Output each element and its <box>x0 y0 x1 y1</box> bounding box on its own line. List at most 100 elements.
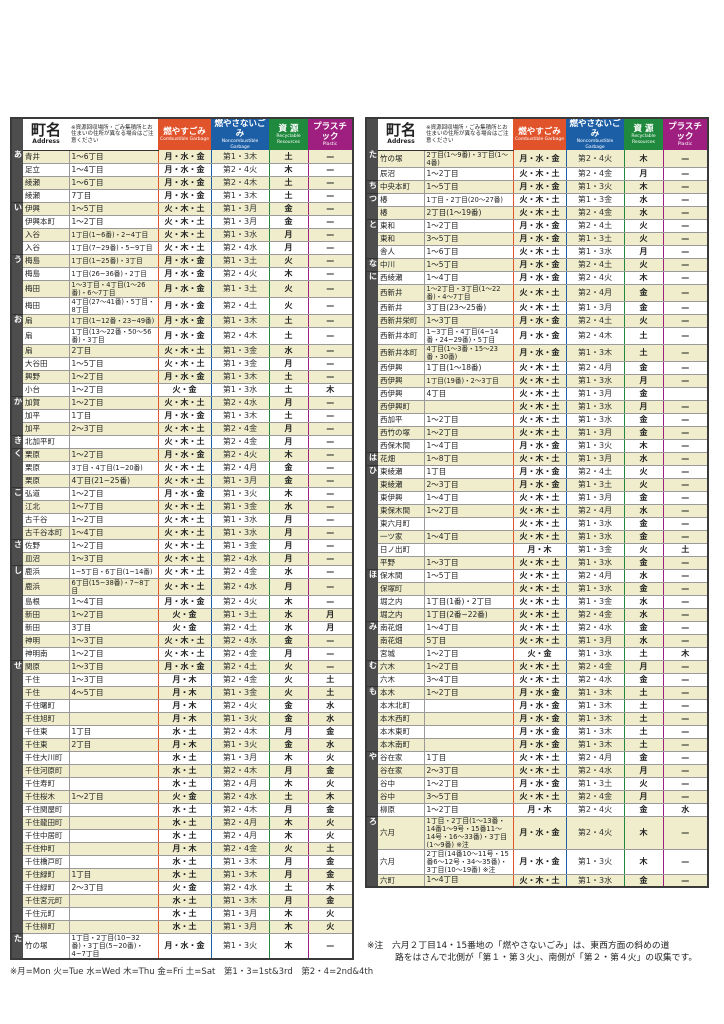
address-range <box>69 842 158 856</box>
section-kana <box>11 764 23 777</box>
noncombustible-days: 第2・4金 <box>565 790 624 804</box>
town-name: 千住大川町 <box>23 751 70 765</box>
plastic-day: — <box>662 504 709 518</box>
recyclable-day: 水 <box>623 504 663 518</box>
recyclable-day: 金 <box>623 413 663 427</box>
table-row: 南花畑 5丁目 火・木・土 第1・3月水 — <box>366 634 709 648</box>
recyclable-day: 木 <box>268 267 308 281</box>
table-row: 本木西町 月・水・金 第1・3木土 — <box>366 712 709 726</box>
section-kana <box>11 241 23 254</box>
town-name: 堀之内 <box>378 608 425 622</box>
section-kana <box>11 920 23 933</box>
noncombustible-days: 第2・4金 <box>565 206 624 220</box>
plastic-day: 金 <box>307 868 354 882</box>
section-kana <box>11 790 23 803</box>
town-name: 椿 <box>378 206 425 220</box>
combustible-days: 火・木・土 <box>512 582 566 596</box>
table-row: 西伊興 1丁目(19番)・2～3丁目 火・木・土 第1・3水月 — <box>366 374 709 388</box>
plastic-day: 月 <box>307 621 354 635</box>
address-range: 1～3丁目 <box>69 659 158 674</box>
combustible-days: 月・木 <box>157 699 211 713</box>
table-row: 谷中 1～2丁目 月・水・金 第1・3土火 — <box>366 777 709 791</box>
section-kana: と <box>366 218 378 232</box>
section-kana <box>366 725 378 738</box>
combustible-header-jp: 燃やすごみ <box>163 126 206 137</box>
recyclable-header: 資 源 Recyclable Resources <box>624 118 663 150</box>
plastic-day: — <box>662 314 709 328</box>
section-kana <box>366 361 378 374</box>
plastic-day: — <box>307 241 354 255</box>
noncombustible-days: 第2・4火 <box>565 270 624 285</box>
recyclable-day: 木 <box>623 849 663 875</box>
plastic-day: — <box>307 253 354 268</box>
recyclable-day: 月 <box>268 422 308 436</box>
noncombustible-days: 第2・4金 <box>210 647 269 661</box>
combustible-days: 火・木・土 <box>157 474 211 488</box>
address-range <box>69 907 158 921</box>
plastic-day: 土 <box>307 842 354 856</box>
noncombustible-days: 第2・4金 <box>565 608 624 622</box>
noncombustible-days: 第2・4火 <box>210 267 269 281</box>
town-name: 千住 <box>23 686 70 700</box>
town-name: 皿沼 <box>23 552 70 566</box>
address-range: 1～8丁目 <box>424 451 513 466</box>
table-row: 千住中居町 水・土 第2・4月木火 <box>11 829 354 843</box>
recyclable-header: 資 源 Recyclable Resources <box>269 118 308 150</box>
recyclable-day: 月 <box>268 725 308 739</box>
plastic-day: — <box>307 150 354 164</box>
noncombustible-days: 第1・3金 <box>210 686 269 700</box>
section-kana: や <box>366 750 378 764</box>
town-name: 東伊興 <box>378 491 425 505</box>
plastic-day: — <box>662 413 709 427</box>
noncombustible-days: 第2・4土 <box>565 464 624 479</box>
noncombustible-days: 第1・3水 <box>210 228 269 242</box>
recyclable-day: 火 <box>268 659 308 674</box>
recyclable-day: 月 <box>268 513 308 527</box>
combustible-days: 月・水・金 <box>512 478 566 492</box>
plastic-day: — <box>662 284 709 302</box>
plastic-day: — <box>662 874 709 888</box>
section-kana <box>11 267 23 280</box>
noncombustible-days: 第1・3土 <box>565 232 624 246</box>
section-kana <box>366 673 378 686</box>
noncombustible-days: 第1・3土 <box>565 777 624 791</box>
table-row: 西伊興 4丁目 火・木・土 第1・3月金 <box>366 387 709 401</box>
combustible-days: 火・木・土 <box>512 400 566 414</box>
section-kana <box>11 699 23 712</box>
noncombustible-header-en: Noncombustible Garbage <box>576 139 614 150</box>
recyclable-day: 金 <box>268 699 308 713</box>
noncombustible-days: 第1・3月 <box>210 215 269 229</box>
town-name: 平野 <box>378 556 425 570</box>
plastic-day: — <box>662 685 709 700</box>
address-range: 1～2丁目・3丁目(1～22番)・4～7丁目 <box>424 284 513 302</box>
table-row: 小台 1～2丁目 火・金 第1・3水土木 <box>11 383 354 397</box>
table-row: 古千谷本町 1～4丁目 火・木・土 第1・3水月 — <box>11 526 354 540</box>
town-name: 千住柳町 <box>23 920 70 934</box>
plastic-day: — <box>662 673 709 687</box>
address-range: 1～2丁目 <box>69 538 158 553</box>
section-kana <box>366 634 378 647</box>
section-kana <box>11 461 23 474</box>
recyclable-day: 月 <box>268 357 308 371</box>
recyclable-day: 月 <box>623 167 663 181</box>
section-kana <box>11 777 23 790</box>
table-row: 入谷 1丁目(1~6番)・2~4丁目 火・木・土 第1・3水月 — <box>11 228 354 242</box>
address-range: 1～5丁目 <box>69 201 158 216</box>
noncombustible-days: 第1・3木 <box>210 189 269 203</box>
table-row: 本木北町 月・水・金 第1・3木土 — <box>366 699 709 713</box>
town-name: 伊興 <box>23 201 70 216</box>
town-name: 花畑 <box>378 451 425 466</box>
table-row: 東保木間 1～2丁目 火・木・土 第2・4月水 — <box>366 504 709 518</box>
section-kana <box>11 297 23 314</box>
section-kana <box>11 673 23 686</box>
town-name: 千住元町 <box>23 907 70 921</box>
town-name: 千住曙町 <box>23 699 70 713</box>
address-range <box>424 738 513 752</box>
address-range: 2～3丁目 <box>424 764 513 778</box>
address-range <box>69 803 158 817</box>
combustible-days: 水・土 <box>157 829 211 843</box>
town-name: 興野 <box>23 370 70 384</box>
recyclable-day: 金 <box>268 474 308 488</box>
recyclable-day: 月 <box>268 803 308 817</box>
address-range: 4丁目(1～3番・15～23番・30番) <box>424 344 513 362</box>
